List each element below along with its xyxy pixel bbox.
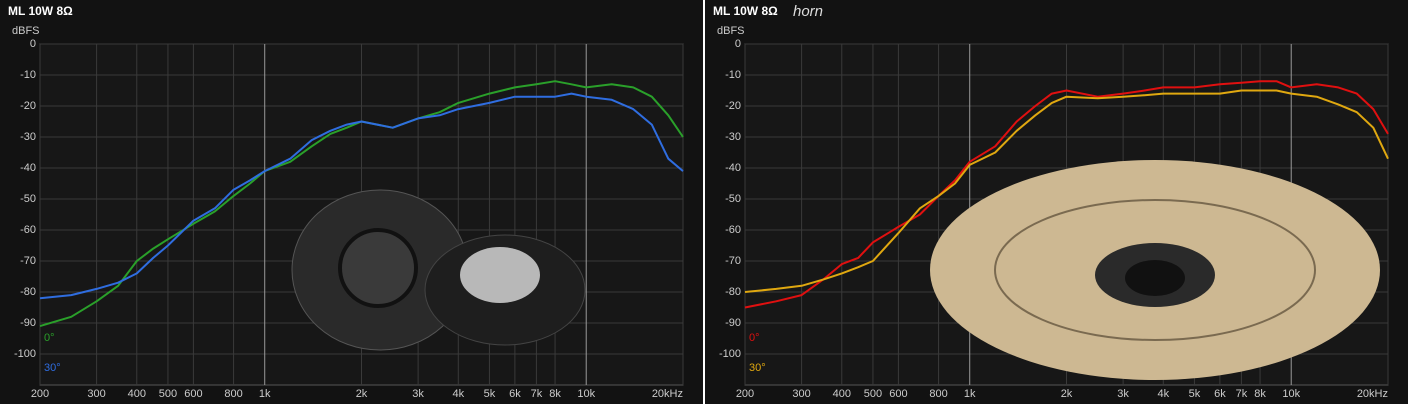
chart-subtitle: horn [793,3,823,20]
x-tick-label: 6k [509,388,521,400]
x-tick-label: 600 [184,388,202,400]
horn-photo [994,199,1316,341]
x-tick-label: 7k [531,388,543,400]
x-tick-label: 2k [1061,388,1073,400]
x-tick-label: 1k [259,388,271,400]
x-tick-label: 200 [736,388,754,400]
legend-entry: 0° [44,332,55,344]
y-tick-label: -80 [20,286,36,298]
x-tick-label: 10k [577,388,595,400]
x-tick-label: 600 [889,388,907,400]
x-tick-label: 8k [549,388,561,400]
y-tick-label: 0 [30,38,36,50]
y-tick-label: -50 [20,193,36,205]
series-line [39,92,684,300]
y-tick-label: -20 [725,100,741,112]
horn-photo [1125,260,1185,296]
x-tick-label: 20kHz [652,388,683,400]
y-tick-label: 0 [735,38,741,50]
x-tick-label: 6k [1214,388,1226,400]
y-tick-label: -20 [20,100,36,112]
x-tick-label: 200 [31,388,49,400]
x-tick-label: 2k [356,388,368,400]
x-tick-label: 8k [1254,388,1266,400]
x-tick-label: 300 [792,388,810,400]
chart-title: ML 10W 8Ω [713,4,778,18]
x-tick-label: 5k [1189,388,1201,400]
y-tick-label: -60 [725,224,741,236]
y-tick-label: -100 [14,348,36,360]
x-tick-label: 500 [159,388,177,400]
legend-entry: 30° [44,362,61,374]
x-tick-label: 5k [484,388,496,400]
y-axis-label: dBFS [717,25,745,37]
x-tick-label: 1k [964,388,976,400]
x-tick-label: 7k [1236,388,1248,400]
x-tick-label: 20kHz [1357,388,1388,400]
y-tick-label: -40 [20,162,36,174]
series-line [744,89,1389,293]
y-tick-label: -30 [725,131,741,143]
speaker-photo [338,228,418,308]
x-tick-label: 500 [864,388,882,400]
series-line [744,80,1389,309]
y-tick-label: -80 [725,286,741,298]
x-tick-label: 3k [412,388,424,400]
y-tick-label: -60 [20,224,36,236]
x-tick-label: 800 [929,388,947,400]
y-tick-label: -100 [719,348,741,360]
chart-title: ML 10W 8Ω [8,4,73,18]
y-tick-label: -90 [725,317,741,329]
legend-entry: 0° [749,332,760,344]
y-tick-label: -30 [20,131,36,143]
y-tick-label: -50 [725,193,741,205]
series-line [39,80,684,328]
x-tick-label: 300 [87,388,105,400]
x-tick-label: 10k [1282,388,1300,400]
x-tick-label: 400 [128,388,146,400]
y-tick-label: -90 [20,317,36,329]
y-tick-label: -40 [725,162,741,174]
x-tick-label: 4k [1157,388,1169,400]
x-tick-label: 3k [1117,388,1129,400]
y-tick-label: -70 [725,255,741,267]
legend-entry: 30° [749,362,766,374]
x-tick-label: 4k [452,388,464,400]
y-tick-label: -70 [20,255,36,267]
speaker-photo [460,247,540,303]
y-tick-label: -10 [20,69,36,81]
y-axis-label: dBFS [12,25,40,37]
x-tick-label: 800 [224,388,242,400]
y-tick-label: -10 [725,69,741,81]
x-tick-label: 400 [833,388,851,400]
